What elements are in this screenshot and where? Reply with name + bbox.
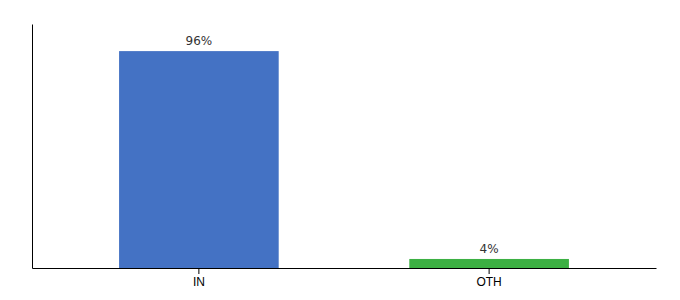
data-labels: 96% 4% (186, 34, 499, 256)
chart: IN OTH 96% 4% (0, 0, 680, 300)
data-label: 96% (186, 34, 213, 48)
bar (119, 51, 279, 268)
bar (409, 259, 569, 268)
x-tick-mark (489, 268, 490, 274)
bars (119, 51, 569, 268)
y-axis-line (32, 25, 33, 269)
x-axis-line (33, 268, 657, 269)
x-tick-label: OTH (476, 275, 501, 289)
x-tick: OTH (476, 268, 501, 289)
x-tick: IN (193, 268, 205, 289)
x-tick-label: IN (193, 275, 205, 289)
x-tick-mark (198, 268, 199, 274)
data-label: 4% (480, 242, 499, 256)
x-axis: IN OTH (33, 268, 657, 289)
y-axis (32, 25, 33, 269)
plot: IN OTH 96% 4% (33, 25, 657, 289)
